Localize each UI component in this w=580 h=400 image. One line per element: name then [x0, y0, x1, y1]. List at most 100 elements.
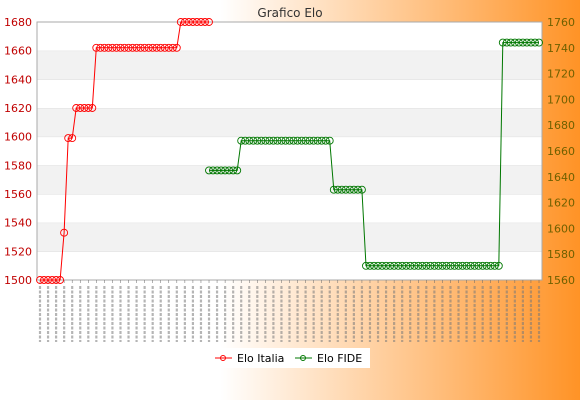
data-point-elo-fide — [257, 136, 266, 145]
data-point-elo-italia — [44, 276, 52, 284]
data-point-elo-italia — [116, 43, 125, 52]
data-point-elo-italia — [84, 104, 93, 112]
data-point-elo-italia — [148, 43, 157, 52]
data-point-elo-fide — [430, 261, 439, 270]
data-point-elo-fide — [382, 261, 391, 270]
data-point-elo-fide — [410, 261, 419, 270]
data-point-elo-fide — [510, 38, 519, 47]
data-point-elo-italia — [52, 276, 61, 284]
right-tick-label: 1640 — [547, 171, 575, 184]
data-point-elo-fide — [213, 166, 222, 175]
data-point-elo-fide — [353, 185, 362, 194]
data-point-elo-fide — [325, 136, 334, 145]
data-point-elo-fide — [527, 38, 535, 47]
data-point-elo-fide — [378, 261, 387, 270]
grid-band — [37, 22, 542, 51]
data-point-elo-fide — [531, 38, 539, 47]
grid-band — [37, 194, 542, 223]
data-point-elo-fide — [249, 136, 258, 145]
data-point-elo-fide — [514, 38, 523, 47]
data-point-elo-fide — [261, 136, 270, 145]
data-point-elo-fide — [502, 38, 511, 47]
data-point-elo-italia — [124, 43, 133, 52]
data-point-elo-fide — [422, 261, 431, 270]
data-point-elo-italia — [176, 18, 185, 26]
data-point-elo-fide — [205, 166, 213, 175]
data-point-elo-fide — [398, 261, 407, 270]
data-point-elo-fide — [394, 261, 403, 270]
data-point-elo-fide — [285, 136, 294, 145]
data-point-elo-fide — [237, 136, 246, 145]
data-point-elo-italia — [60, 228, 69, 237]
data-point-elo-italia — [136, 43, 145, 52]
series-line-elo-fide — [209, 42, 539, 267]
data-point-elo-italia — [72, 104, 81, 112]
left-tick-label: 1680 — [4, 16, 32, 29]
data-point-elo-fide — [438, 261, 447, 270]
data-point-elo-fide — [281, 136, 290, 145]
data-point-elo-fide — [470, 261, 479, 270]
x-axis-ticks — [38, 280, 541, 342]
data-point-elo-italia — [168, 43, 177, 52]
data-point-elo-fide — [370, 261, 378, 270]
data-point-elo-italia — [172, 43, 181, 52]
legend-marker-elo-italia — [220, 355, 226, 361]
data-point-elo-fide — [297, 136, 306, 145]
data-point-elo-italia — [48, 276, 57, 284]
grid-band — [37, 79, 542, 108]
data-point-elo-italia — [164, 43, 173, 52]
data-point-elo-fide — [374, 261, 382, 270]
legend-box — [210, 348, 370, 368]
data-point-elo-italia — [80, 104, 89, 112]
right-tick-label: 1760 — [547, 16, 575, 29]
data-point-elo-fide — [321, 136, 330, 145]
data-point-elo-italia — [140, 43, 149, 52]
series-line-elo-italia — [40, 21, 209, 281]
left-tick-label: 1600 — [4, 131, 32, 144]
data-point-elo-italia — [104, 43, 113, 52]
data-point-elo-fide — [229, 166, 238, 175]
data-point-elo-fide — [478, 261, 487, 270]
left-tick-label: 1560 — [4, 188, 32, 201]
data-point-elo-fide — [414, 261, 423, 270]
left-tick-label: 1500 — [4, 274, 32, 287]
right-tick-label: 1560 — [547, 274, 575, 287]
grid-band — [37, 165, 542, 194]
right-axis-ticks: 1560 1580 1600 1620 1640 1660 1680 1700 1720 1740… — [547, 16, 575, 287]
data-point-elo-fide — [329, 185, 338, 194]
data-point-elo-italia — [184, 18, 193, 26]
chart-legend: Elo Italia Elo FIDE — [210, 348, 370, 368]
grid-band — [37, 108, 542, 137]
grid-band — [37, 50, 542, 80]
data-point-elo-italia — [56, 276, 65, 284]
data-point-elo-italia — [112, 43, 121, 52]
data-point-elo-fide — [442, 261, 451, 270]
left-tick-label: 1660 — [4, 45, 32, 58]
legend-marker-elo-fide — [300, 355, 306, 361]
data-point-elo-fide — [482, 261, 491, 270]
plot-area — [36, 21, 543, 281]
data-point-elo-italia — [128, 43, 137, 52]
data-point-elo-fide — [466, 261, 475, 270]
data-point-elo-italia — [64, 134, 73, 143]
data-point-elo-italia — [188, 18, 197, 26]
left-tick-label: 1640 — [4, 73, 32, 86]
data-point-elo-italia — [40, 276, 48, 284]
data-point-elo-italia — [197, 18, 205, 26]
right-tick-label: 1680 — [547, 119, 575, 132]
data-point-elo-fide — [490, 261, 499, 270]
data-point-elo-fide — [301, 136, 310, 145]
data-point-elo-fide — [333, 185, 342, 194]
data-point-elo-fide — [241, 136, 250, 145]
data-point-elo-fide — [309, 136, 318, 145]
data-point-elo-italia — [96, 43, 105, 52]
data-point-elo-fide — [253, 136, 262, 145]
data-point-elo-fide — [386, 261, 395, 270]
data-point-elo-fide — [305, 136, 314, 145]
right-tick-label: 1580 — [547, 248, 575, 261]
data-point-elo-fide — [434, 261, 443, 270]
data-point-elo-fide — [454, 261, 463, 270]
data-point-elo-italia — [156, 43, 165, 52]
data-point-elo-fide — [357, 185, 366, 194]
